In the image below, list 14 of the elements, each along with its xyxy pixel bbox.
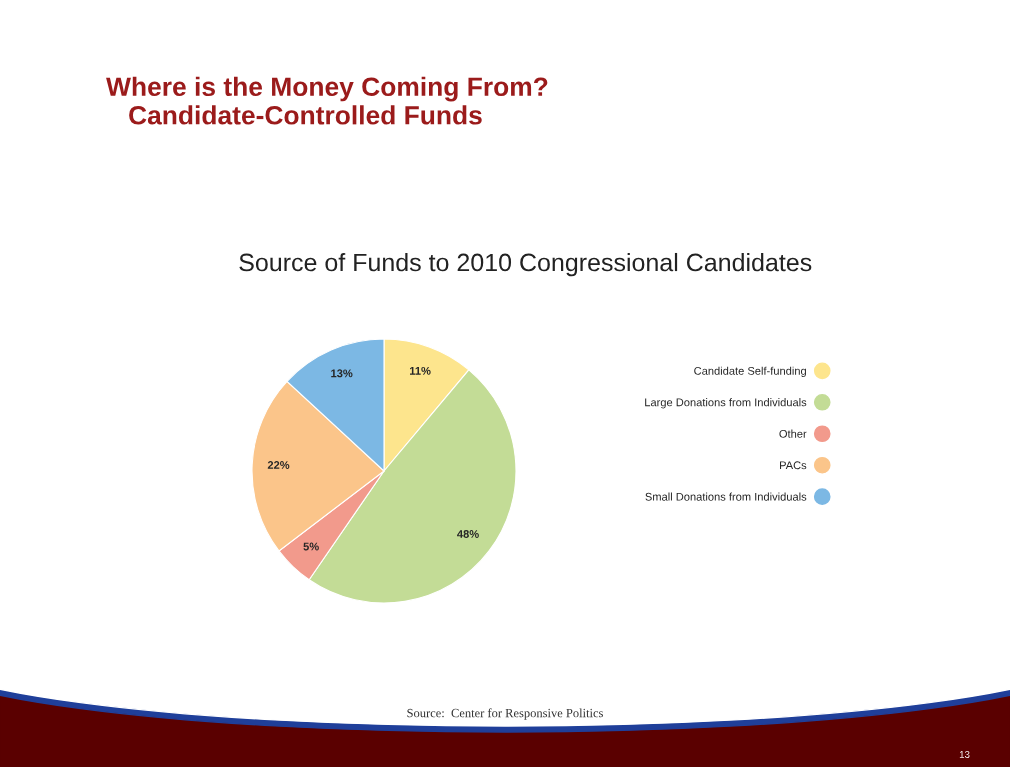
text: 13 — [959, 751, 970, 758]
data-label: 11% — [410, 366, 431, 375]
legend-label: Other — [779, 429, 807, 438]
chart-title: Where is the Money Coming From? Candidate-Controlled Funds — [106, 76, 548, 125]
legend-label: Large Donations from Individuals — [645, 398, 807, 409]
data-label: 48% — [457, 530, 479, 538]
data-label: 22% — [267, 461, 290, 469]
source-note: Source: Center for Responsive Politics — [407, 708, 603, 720]
legend-label: Candidate Self-funding — [694, 366, 806, 378]
data-label: 13% — [331, 369, 353, 378]
data-label: 5% — [303, 542, 319, 551]
legend-label: PACs — [780, 461, 807, 470]
legend-label: Small Donations from Individuals — [645, 492, 807, 501]
chart-subtitle: Source of Funds to 2010 Congressional Candidates — [239, 252, 812, 277]
